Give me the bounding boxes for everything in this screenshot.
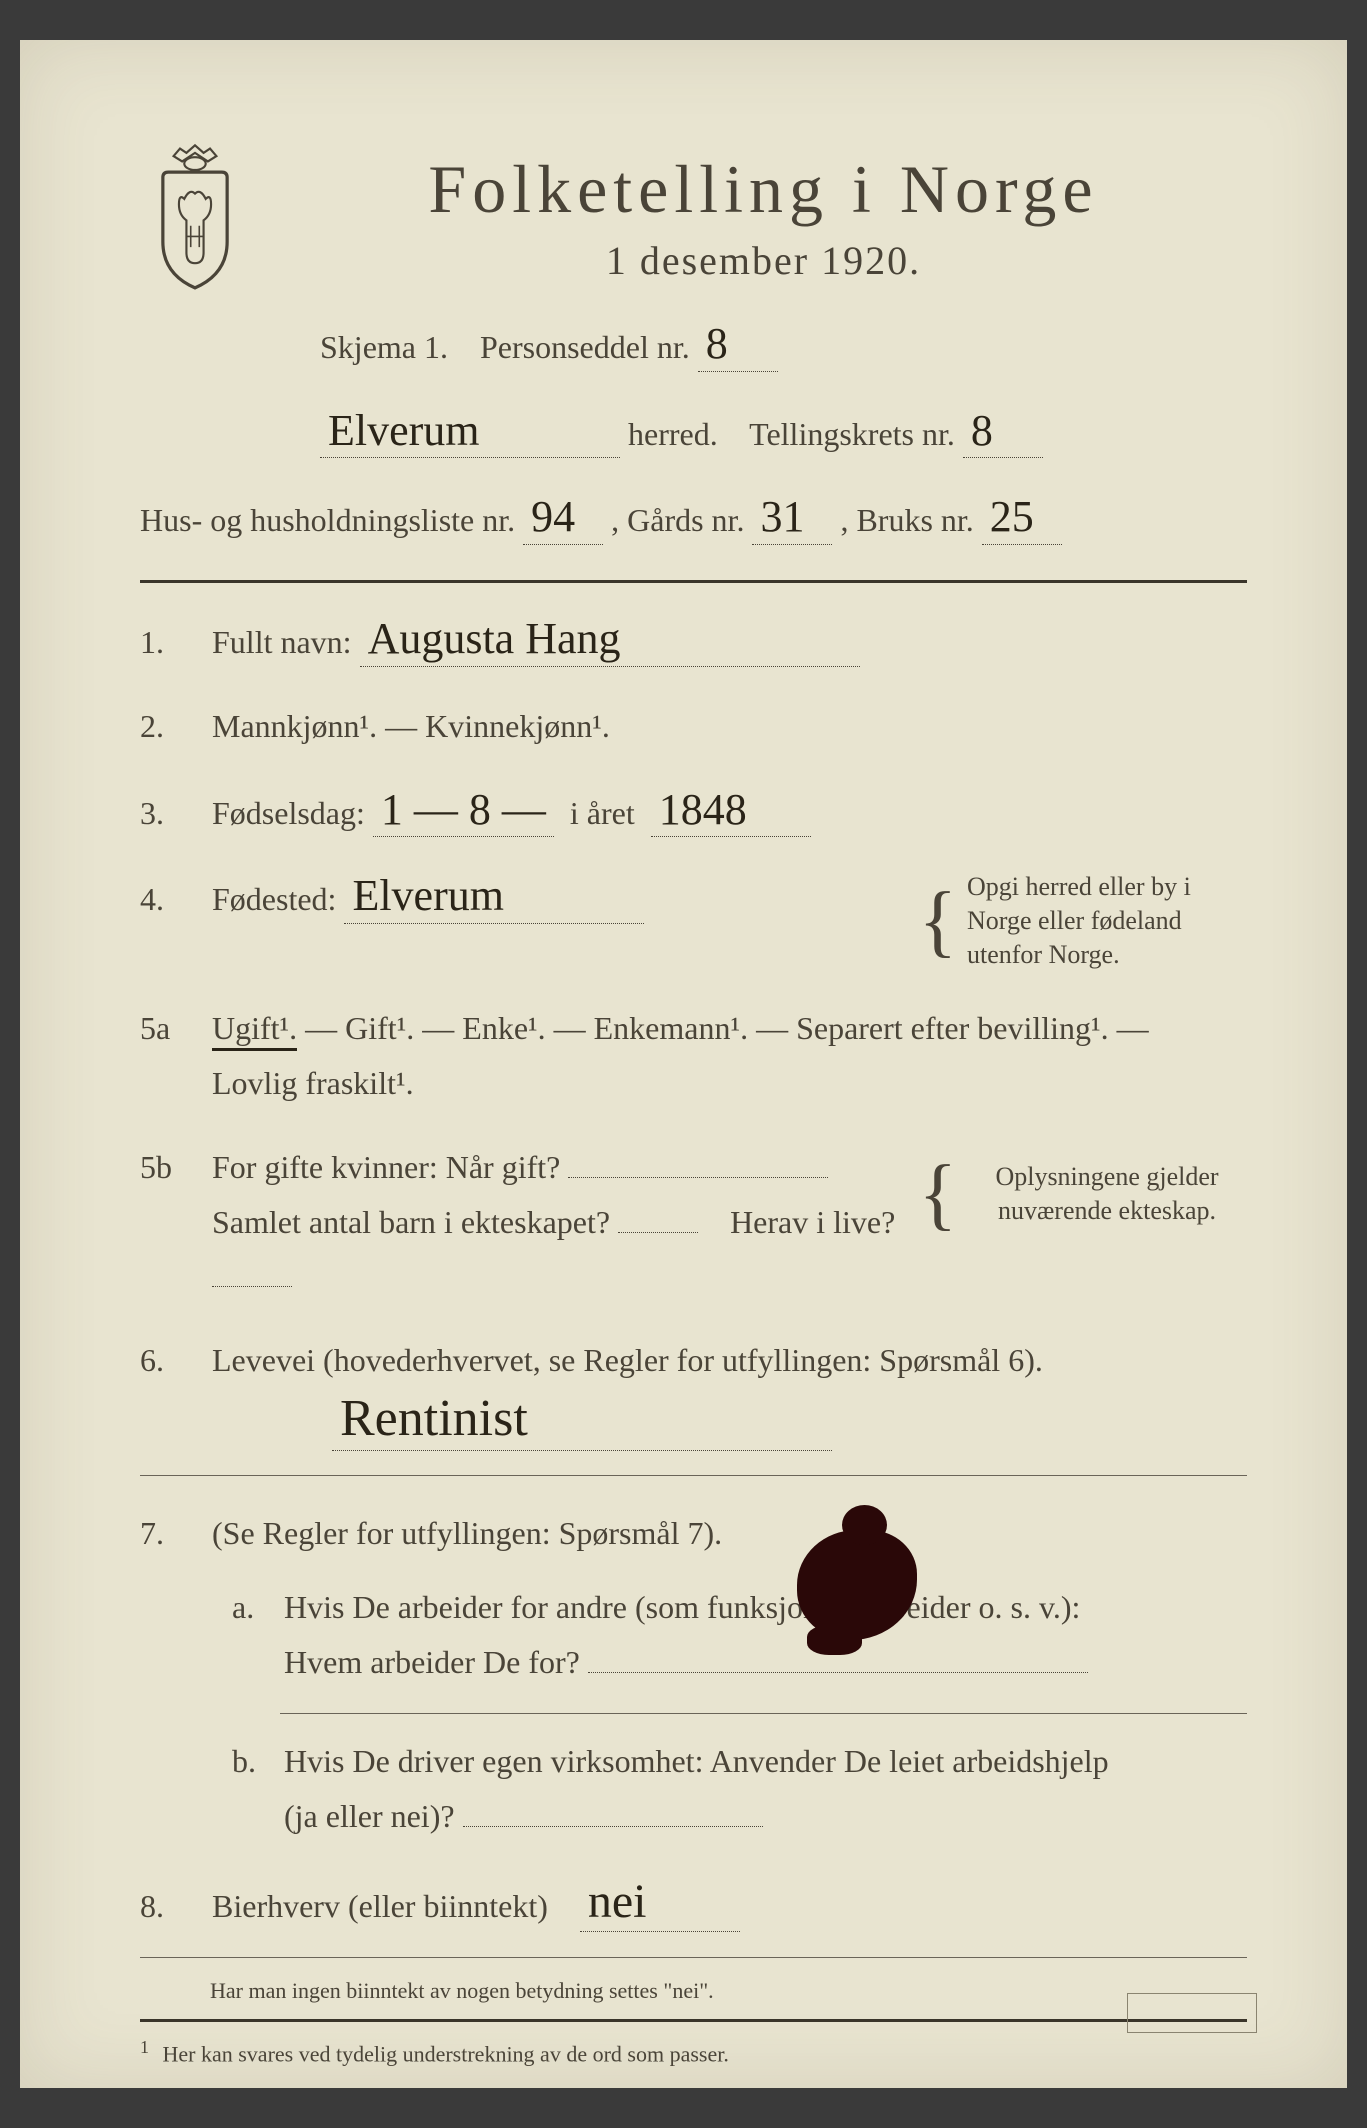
q7-label: (Se Regler for utfyllingen: Spørsmål 7). xyxy=(212,1515,722,1551)
q2-kvinne: Kvinnekjønn¹. xyxy=(425,708,610,744)
q7-num: 7. xyxy=(140,1515,188,1552)
q5a-enke: Enke¹. xyxy=(462,1010,545,1046)
q5b-label2: Samlet antal barn i ekteskapet? xyxy=(212,1204,610,1240)
q6-value: Rentinist xyxy=(332,1388,832,1451)
title-block: Folketelling i Norge 1 desember 1920. xyxy=(280,130,1247,284)
sub-title: 1 desember 1920. xyxy=(280,237,1247,284)
q4-note: Opgi herred eller by i Norge eller fødel… xyxy=(967,870,1247,971)
gards-label: , Gårds nr. xyxy=(611,502,744,538)
q7b-label1: Hvis De driver egen virksomhet: Anvender… xyxy=(284,1743,1109,1779)
q7a: a. Hvis De arbeider for andre (som funks… xyxy=(140,1580,1247,1689)
skjema-line: Skjema 1. Personseddel nr. 8 xyxy=(140,318,1247,377)
divider xyxy=(140,2019,1247,2022)
q7a-label2: Hvem arbeider De for? xyxy=(284,1644,580,1680)
q7: 7. (Se Regler for utfyllingen: Spørsmål … xyxy=(140,1506,1247,1560)
q5a-enkemann: Enkemann¹. xyxy=(594,1010,748,1046)
q5b-note: Oplysningene gjelder nuværende ekteskap. xyxy=(967,1160,1247,1228)
q5a-num: 5a xyxy=(140,1010,188,1047)
personseddel-nr: 8 xyxy=(698,318,778,372)
q5b-blank2 xyxy=(618,1232,698,1233)
q8-label: Bierhverv (eller biinntekt) xyxy=(212,1888,548,1924)
q3-year: 1848 xyxy=(651,784,811,838)
brace-icon: { xyxy=(919,1162,957,1226)
q6-label: Levevei (hovederhvervet, se Regler for u… xyxy=(212,1342,1043,1378)
gards-nr: 31 xyxy=(752,491,832,545)
coat-of-arms-icon xyxy=(140,140,250,290)
hus-line: Hus- og husholdningsliste nr. 94 , Gårds… xyxy=(140,491,1247,550)
q7b-label2: (ja eller nei)? xyxy=(284,1798,455,1834)
q3-num: 3. xyxy=(140,795,188,832)
q4: 4. Fødested: Elverum { Opgi herred eller… xyxy=(140,870,1247,971)
q5b: 5b For gifte kvinner: Når gift? { Oplysn… xyxy=(140,1140,1247,1303)
q7a-blank xyxy=(588,1672,1088,1673)
q7b-blank xyxy=(463,1826,763,1827)
footnote-nei: Har man ingen biinntekt av nogen betydni… xyxy=(140,1978,1247,2004)
herred-value: Elverum xyxy=(320,405,620,459)
q5a-gift: Gift¹. xyxy=(345,1010,414,1046)
q3-iaret: i året xyxy=(570,795,635,831)
footnote-marker: 1 xyxy=(140,2037,149,2057)
bruks-label: , Bruks nr. xyxy=(840,502,973,538)
header: Folketelling i Norge 1 desember 1920. xyxy=(140,130,1247,290)
tellingskrets-label: Tellingskrets nr. xyxy=(749,416,955,452)
q1: 1. Fullt navn: Augusta Hang xyxy=(140,613,1247,669)
q2: 2. Mannkjønn¹. — Kvinnekjønn¹. xyxy=(140,699,1247,753)
divider xyxy=(140,1475,1247,1476)
q2-num: 2. xyxy=(140,708,188,745)
footnote-text: Her kan svares ved tydelig understreknin… xyxy=(163,2042,729,2067)
skjema-label: Skjema 1. xyxy=(320,329,448,365)
main-title: Folketelling i Norge xyxy=(280,150,1247,229)
q5a: 5a Ugift¹. — Gift¹. — Enke¹. — Enkemann¹… xyxy=(140,1001,1247,1110)
q7a-num: a. xyxy=(212,1589,260,1626)
q3-daymonth: 1 — 8 — xyxy=(373,784,554,838)
q1-label: Fullt navn: xyxy=(212,624,352,660)
q5b-label1: For gifte kvinner: Når gift? xyxy=(212,1149,560,1185)
q6-num: 6. xyxy=(140,1342,188,1379)
printer-stamp xyxy=(1127,1993,1257,2033)
herred-line: Elverum herred. Tellingskrets nr. 8 xyxy=(140,405,1247,464)
q1-num: 1. xyxy=(140,624,188,661)
q7a-label1: Hvis De arbeider for andre (som funksjon… xyxy=(284,1589,1080,1625)
q5b-blank3 xyxy=(212,1286,292,1287)
q5b-note-wrap: { Oplysningene gjelder nuværende ekteska… xyxy=(919,1160,1247,1228)
footnote-bottom: 1 Her kan svares ved tydelig understrekn… xyxy=(140,2037,1247,2067)
q6: 6. Levevei (hovederhvervet, se Regler fo… xyxy=(140,1333,1247,1451)
q3-label: Fødselsdag: xyxy=(212,795,365,831)
q8: 8. Bierhverv (eller biinntekt) nei xyxy=(140,1873,1247,1933)
q5a-fraskilt: Lovlig fraskilt¹. xyxy=(212,1065,414,1101)
q3: 3. Fødselsdag: 1 — 8 — i året 1848 xyxy=(140,784,1247,840)
q5a-ugift: Ugift¹. xyxy=(212,1010,297,1051)
q1-value: Augusta Hang xyxy=(360,613,860,667)
q4-num: 4. xyxy=(140,881,188,918)
q8-num: 8. xyxy=(140,1888,188,1925)
divider xyxy=(280,1713,1247,1714)
q5b-blank1 xyxy=(568,1177,828,1178)
q2-mann: Mannkjønn¹. xyxy=(212,708,377,744)
tellingskrets-nr: 8 xyxy=(963,405,1043,459)
q5b-label3: Herav i live? xyxy=(730,1204,895,1240)
q7b-num: b. xyxy=(212,1743,260,1780)
bruks-nr: 25 xyxy=(982,491,1062,545)
hus-nr: 94 xyxy=(523,491,603,545)
q4-note-wrap: { Opgi herred eller by i Norge eller fød… xyxy=(919,870,1247,971)
q5b-num: 5b xyxy=(140,1149,188,1186)
q2-dash: — xyxy=(385,708,425,744)
q8-value: nei xyxy=(580,1873,740,1932)
herred-label: herred. xyxy=(628,416,718,452)
q4-label: Fødested: xyxy=(212,881,336,917)
brace-icon: { xyxy=(919,889,957,953)
personseddel-label: Personseddel nr. xyxy=(480,329,690,365)
divider xyxy=(140,580,1247,583)
q7b: b. Hvis De driver egen virksomhet: Anven… xyxy=(140,1734,1247,1843)
divider xyxy=(140,1957,1247,1958)
hus-label: Hus- og husholdningsliste nr. xyxy=(140,502,515,538)
census-form-page: Folketelling i Norge 1 desember 1920. Sk… xyxy=(20,40,1347,2088)
q4-value: Elverum xyxy=(344,870,644,924)
q5a-separert: Separert efter bevilling¹. xyxy=(796,1010,1109,1046)
